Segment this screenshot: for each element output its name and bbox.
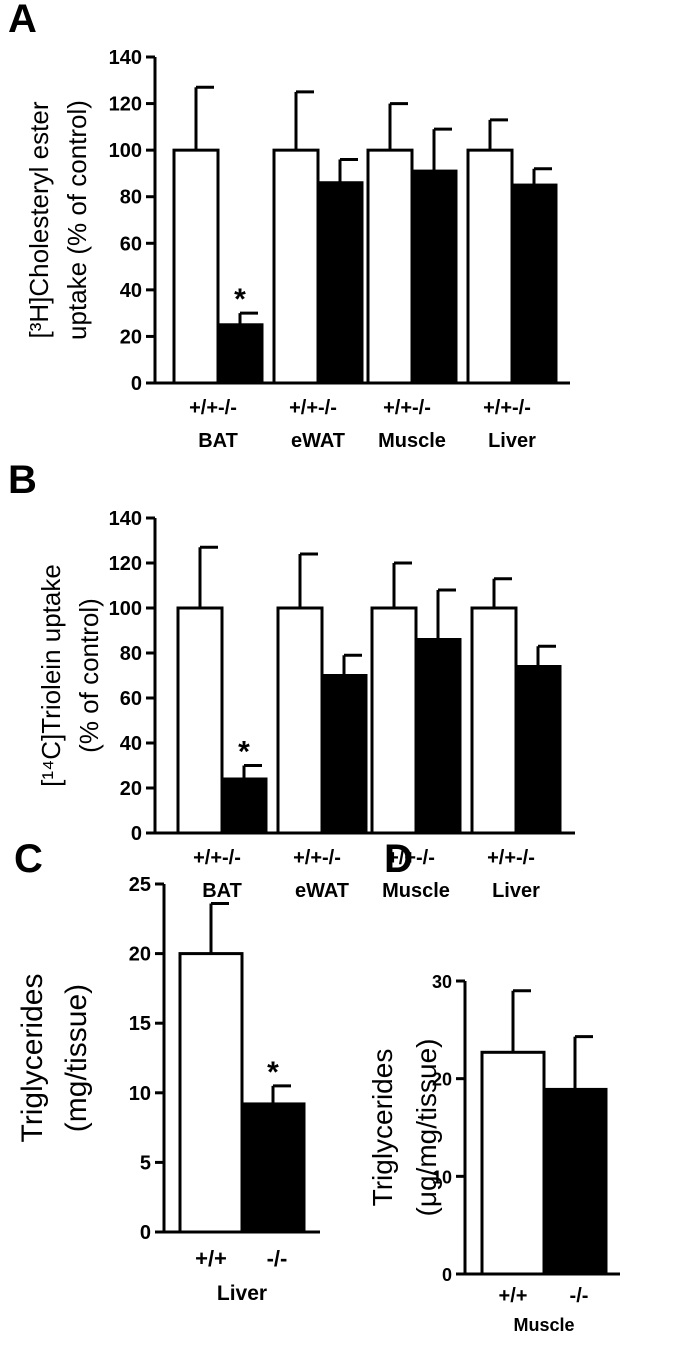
y-axis-label-line-1: Triglycerides (367, 1049, 398, 1207)
y-tick-label: 0 (131, 373, 142, 395)
bar-muscle-knockout (542, 1087, 608, 1276)
x-tick-label: +/+ (289, 397, 318, 419)
y-tick-label: 10 (432, 1167, 452, 1187)
bar-liver-knockout (510, 183, 558, 385)
bar-ewat-knockout (316, 181, 364, 385)
x-tick-label: +/+ (195, 1246, 227, 1271)
y-tick-label: 100 (109, 598, 142, 620)
group-label-liver: Liver (488, 430, 536, 452)
x-tick-label: -/- (222, 847, 241, 869)
bar-bat-wildtype (176, 606, 224, 835)
group-label-muscle: Muscle (382, 880, 450, 902)
y-axis-label-line-1: [¹⁴C]Triolein uptake (36, 564, 66, 787)
x-tick-label: +/+ (499, 1285, 528, 1307)
bar-muscle-wildtype (370, 606, 418, 835)
significance-star: * (267, 1056, 279, 1089)
y-tick-label: 30 (432, 972, 452, 992)
group-label-muscle: Muscle (378, 430, 446, 452)
significance-star: * (234, 283, 246, 316)
x-tick-label: +/+ (387, 847, 416, 869)
bar-ewat-wildtype (272, 148, 320, 385)
bar-liver-wildtype (466, 148, 514, 385)
y-tick-label: 20 (129, 944, 151, 966)
group-label-liver: Liver (217, 1282, 267, 1305)
y-axis-label-line-1: Triglycerides (16, 974, 49, 1143)
panel-b: B [¹⁴C]Triolein uptake (% of control) 0 20 40… (8, 458, 575, 902)
y-axis-label-line-2: (% of control) (74, 598, 104, 753)
y-tick-label: 25 (129, 874, 151, 896)
significance-star: * (238, 736, 250, 769)
bar-bat-knockout (220, 777, 268, 835)
x-tick-label: +/+ (193, 847, 222, 869)
y-tick-label: 15 (129, 1013, 151, 1035)
y-tick-label: 120 (109, 553, 142, 575)
y-tick-label: 80 (120, 187, 142, 209)
bar-liver-knockout (514, 665, 562, 835)
panel-letter: B (8, 458, 37, 502)
y-tick-label: 10 (129, 1083, 151, 1105)
group-label-liver: Liver (492, 880, 540, 902)
x-tick-label: +/+ (189, 397, 218, 419)
y-axis-label-line-1: [³H]Cholesteryl ester (24, 101, 54, 338)
x-tick-label: -/- (570, 1285, 589, 1307)
bar-bat-wildtype (172, 148, 220, 385)
bar-liver-knockout (240, 1102, 306, 1234)
x-tick-label: +/+ (293, 847, 322, 869)
bar-muscle-wildtype (366, 148, 414, 385)
group-label-bat: BAT (198, 430, 238, 452)
y-tick-label: 0 (140, 1222, 151, 1244)
y-tick-label: 60 (120, 233, 142, 255)
y-axis-label-line-2: (μg/mg/tissue) (411, 1039, 442, 1217)
panel-letter: C (14, 837, 43, 881)
bar-ewat-knockout (320, 674, 368, 835)
x-tick-label: -/- (322, 847, 341, 869)
x-tick-label: +/+ (487, 847, 516, 869)
x-tick-label: -/- (218, 397, 237, 419)
bar-muscle-wildtype (480, 1050, 546, 1276)
x-tick-label: -/- (318, 397, 337, 419)
y-tick-label: 140 (109, 47, 142, 69)
y-tick-label: 40 (120, 733, 142, 755)
bar-bat-knockout (216, 323, 264, 385)
bar-liver-wildtype (470, 606, 518, 835)
x-tick-label: -/- (412, 397, 431, 419)
bar-muscle-knockout (410, 169, 458, 385)
y-tick-label: 5 (140, 1152, 151, 1174)
x-tick-label: -/- (267, 1246, 288, 1271)
bar-ewat-wildtype (276, 606, 324, 835)
x-tick-label: +/+ (383, 397, 412, 419)
y-tick-label: 20 (432, 1070, 452, 1090)
y-tick-label: 60 (120, 688, 142, 710)
y-tick-label: 40 (120, 280, 142, 302)
y-tick-label: 140 (109, 508, 142, 530)
y-tick-label: 20 (120, 778, 142, 800)
y-tick-label: 120 (109, 94, 142, 116)
group-label-bat: BAT (202, 880, 242, 902)
bar-liver-wildtype (178, 952, 244, 1234)
x-tick-label: -/- (416, 847, 435, 869)
y-tick-label: 100 (109, 140, 142, 162)
x-tick-label: -/- (516, 847, 535, 869)
panel-letter: A (8, 0, 37, 41)
panel-letter: D (384, 837, 413, 881)
x-tick-label: -/- (512, 397, 531, 419)
y-axis-label-line-2: (mg/tissue) (60, 984, 93, 1132)
y-tick-label: 0 (131, 823, 142, 845)
group-label-muscle: Muscle (513, 1315, 574, 1335)
group-label-ewat: eWAT (291, 430, 345, 452)
y-tick-label: 80 (120, 643, 142, 665)
y-tick-label: 0 (442, 1265, 452, 1285)
y-tick-label: 20 (120, 326, 142, 348)
bar-muscle-knockout (414, 638, 462, 835)
y-axis-label-line-2: uptake (% of control) (62, 100, 92, 340)
x-tick-label: +/+ (483, 397, 512, 419)
group-label-ewat: eWAT (295, 880, 349, 902)
panel-a: A [³H]Cholesteryl ester uptake (% of contr… (8, 0, 570, 452)
